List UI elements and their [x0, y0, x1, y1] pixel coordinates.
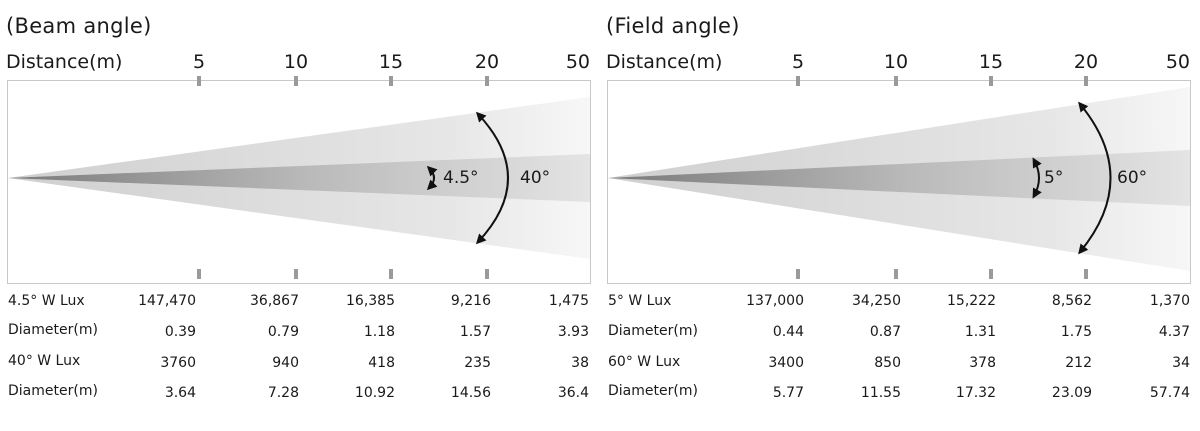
field-angle-panel: (Field angle) Distance(m) 5 10 15 20 50: [600, 0, 1191, 431]
table-cell: 1,475: [548, 293, 589, 309]
panel-title: (Field angle): [606, 14, 740, 38]
table-cell: 3.64: [164, 385, 196, 401]
tick-bottom-5: [197, 269, 201, 279]
beam-angle-panel: (Beam angle) Distance(m) 5 10 15 20 50: [0, 0, 591, 431]
table-cell: 1.75: [1060, 324, 1092, 340]
tick-top-5: [796, 76, 800, 86]
distance-value-20: 20: [1073, 51, 1099, 73]
row-label-lux-inner: 5° W Lux: [608, 293, 672, 309]
beam-cone-graphic: [8, 97, 590, 259]
tick-top-10: [894, 76, 898, 86]
table-cell: 1,370: [1149, 293, 1190, 309]
tick-top-20: [485, 76, 489, 86]
row-label-diameter-outer: Diameter(m): [8, 383, 98, 399]
table-cell: 418: [368, 355, 395, 371]
table-cell: 3760: [160, 355, 196, 371]
table-cell: 1.57: [459, 324, 491, 340]
inner-field-cone: [608, 150, 1190, 206]
distance-value-20: 20: [474, 51, 500, 73]
table-cell: 0.39: [164, 324, 196, 340]
outer-angle-label: 40°: [520, 168, 551, 188]
table-cell: 0.87: [869, 324, 901, 340]
row-label-diameter-inner: Diameter(m): [8, 322, 98, 338]
table-cell: 3400: [768, 355, 804, 371]
tick-top-5: [197, 76, 201, 86]
distance-value-5: 5: [192, 51, 206, 73]
table-cell: 14.56: [450, 385, 491, 401]
outer-angle-arc: [1078, 101, 1112, 255]
tick-top-15: [389, 76, 393, 86]
table-cell: 57.74: [1149, 385, 1190, 401]
beam-diagram: 4.5° 40°: [7, 80, 591, 284]
row-label-diameter-outer: Diameter(m): [608, 383, 698, 399]
distance-value-50: 50: [565, 51, 590, 73]
row-label-lux-inner: 4.5° W Lux: [8, 293, 85, 309]
table-cell: 378: [969, 355, 996, 371]
table-cell: 940: [272, 355, 299, 371]
table-cell: 850: [874, 355, 901, 371]
table-cell: 16,385: [346, 293, 395, 309]
tick-bottom-20: [1084, 269, 1088, 279]
distance-value-15: 15: [378, 51, 404, 73]
table-cell: 34: [1172, 355, 1190, 371]
tick-top-20: [1084, 76, 1088, 86]
distance-value-5: 5: [791, 51, 805, 73]
distance-value-15: 15: [978, 51, 1004, 73]
table-cell: 34,250: [852, 293, 901, 309]
distance-value-10: 10: [283, 51, 309, 73]
tick-bottom-15: [389, 269, 393, 279]
row-label-diameter-inner: Diameter(m): [608, 323, 698, 339]
field-cone-graphic: [608, 87, 1190, 271]
distance-value-10: 10: [883, 51, 909, 73]
tick-top-10: [294, 76, 298, 86]
tick-bottom-10: [894, 269, 898, 279]
table-cell: 23.09: [1051, 385, 1092, 401]
distance-value-50: 50: [1165, 51, 1190, 73]
table-cell: 8,562: [1051, 293, 1092, 309]
panel-title: (Beam angle): [6, 14, 152, 38]
tick-bottom-10: [294, 269, 298, 279]
table-cell: 15,222: [947, 293, 996, 309]
table-cell: 36.4: [557, 385, 589, 401]
tick-top-15: [989, 76, 993, 86]
table-cell: 11.55: [860, 385, 901, 401]
table-cell: 235: [464, 355, 491, 371]
tick-bottom-5: [796, 269, 800, 279]
inner-angle-label: 4.5°: [443, 168, 479, 188]
table-cell: 3.93: [557, 324, 589, 340]
table-cell: 7.28: [267, 385, 299, 401]
table-cell: 5.77: [772, 385, 804, 401]
row-label-lux-outer: 60° W Lux: [608, 354, 681, 370]
table-cell: 1.18: [363, 324, 395, 340]
table-cell: 0.44: [772, 324, 804, 340]
inner-angle-label: 5°: [1044, 168, 1064, 188]
table-cell: 1.31: [964, 324, 996, 340]
row-label-lux-outer: 40° W Lux: [8, 353, 81, 369]
table-cell: 9,216: [450, 293, 491, 309]
distance-label: Distance(m): [6, 51, 123, 73]
inner-beam-cone: [8, 154, 590, 202]
tick-bottom-20: [485, 269, 489, 279]
field-diagram: 5° 60°: [607, 80, 1191, 284]
outer-angle-label: 60°: [1117, 168, 1148, 188]
outer-angle-arc: [475, 111, 509, 245]
table-cell: 10.92: [354, 385, 395, 401]
table-cell: 17.32: [955, 385, 996, 401]
table-cell: 38: [571, 355, 589, 371]
table-cell: 0.79: [267, 324, 299, 340]
table-cell: 36,867: [250, 293, 299, 309]
table-cell: 137,000: [746, 293, 804, 309]
tick-bottom-15: [989, 269, 993, 279]
table-cell: 4.37: [1158, 324, 1190, 340]
table-cell: 147,470: [138, 293, 196, 309]
inner-angle-arc: [426, 165, 438, 191]
distance-label: Distance(m): [606, 51, 723, 73]
table-cell: 212: [1065, 355, 1092, 371]
inner-angle-arc: [1032, 157, 1042, 199]
